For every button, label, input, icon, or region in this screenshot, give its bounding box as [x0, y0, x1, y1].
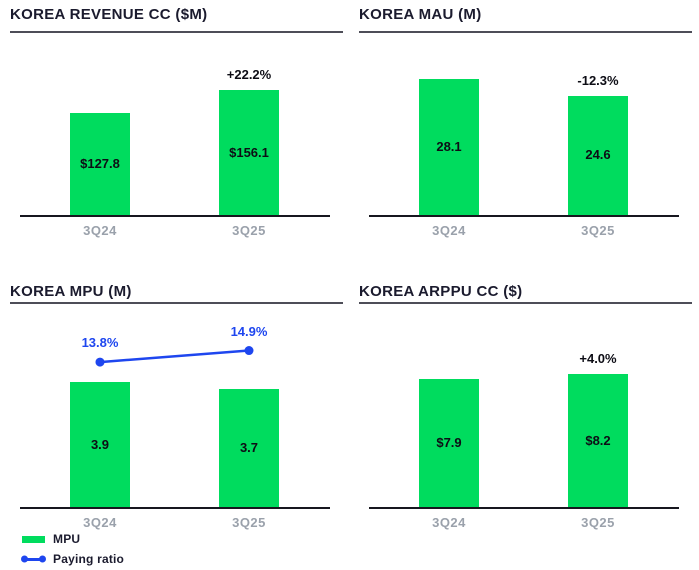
chart-title: KOREA MAU (M): [359, 6, 482, 23]
x-tick-label: 3Q25: [581, 223, 615, 238]
legend-item-mpu: MPU: [22, 532, 124, 546]
bar-value-label: $156.1: [229, 144, 269, 160]
chart-title: KOREA ARPPU CC ($): [359, 283, 523, 300]
paying-ratio-value-label: 13.8%: [81, 335, 119, 351]
legend: MPU Paying ratio: [22, 532, 124, 570]
paying-ratio-value-label: 14.9%: [230, 323, 268, 339]
mpu-bar-swatch-icon: [22, 535, 45, 543]
x-tick-label: 3Q24: [83, 223, 117, 238]
x-axis-line: [369, 215, 679, 217]
change-label: +4.0%: [579, 351, 617, 367]
x-tick-label: 3Q25: [232, 515, 266, 530]
change-label: +22.2%: [226, 67, 272, 83]
x-axis-line: [369, 507, 679, 509]
x-tick-label: 3Q24: [432, 515, 466, 530]
x-tick-label: 3Q24: [83, 515, 117, 530]
bar-3q24: [419, 379, 479, 507]
bar-3q25: [219, 388, 279, 507]
legend-label-mpu: MPU: [53, 532, 81, 546]
chart-panel-korea-arppu: KOREA ARPPU CC ($) $7.9 3Q24 $8.2 3Q25 +4.0%: [349, 270, 699, 570]
bar-3q25: [568, 374, 628, 507]
paying-ratio-line-swatch-icon: [23, 557, 44, 561]
chart-plot-area: 28.1 3Q24 24.6 3Q25 -12.3%: [349, 0, 699, 270]
chart-panel-korea-revenue: KOREA REVENUE CC ($M) $127.8 3Q24 $156.1 3Q…: [0, 0, 349, 270]
bar-3q25: [568, 95, 628, 215]
line-point-marker: [244, 346, 254, 356]
bar-3q24: [70, 112, 130, 215]
chart-plot-area: $7.9 3Q24 $8.2 3Q25 +4.0%: [349, 270, 699, 570]
legend-item-paying-ratio: Paying ratio: [22, 552, 124, 566]
bar-value-label: $127.8: [80, 155, 120, 171]
x-tick-label: 3Q25: [232, 223, 266, 238]
chart-panel-korea-mau: KOREA MAU (M) 28.1 3Q24 24.6 3Q25 -12.3%: [349, 0, 699, 270]
title-underline: [10, 31, 343, 33]
bar-3q24: [70, 382, 130, 507]
bar-value-label: 24.6: [585, 147, 611, 163]
chart-title: KOREA REVENUE CC ($M): [10, 6, 208, 23]
title-underline: [359, 302, 692, 304]
chart-plot-area: 3.9 3Q24 3.7 3Q25 13.8% 14.9%: [0, 270, 349, 570]
chart-plot-area: $127.8 3Q24 $156.1 3Q25 +22.2%: [0, 0, 349, 270]
paying-ratio-line: [95, 346, 254, 367]
bar-value-label: 28.1: [436, 138, 462, 154]
x-axis-line: [20, 215, 330, 217]
chart-panel-korea-mpu: KOREA MPU (M) 3.9 3Q24 3.7 3Q25 13.8% 14.9% M…: [0, 270, 349, 570]
bar-value-label: 3.7: [239, 439, 259, 455]
chart-title: KOREA MPU (M): [10, 283, 132, 300]
legend-label-paying-ratio: Paying ratio: [53, 552, 125, 566]
bar-value-label: $8.2: [585, 432, 611, 448]
x-tick-label: 3Q24: [432, 223, 466, 238]
x-axis-line: [20, 507, 330, 509]
title-underline: [10, 302, 343, 304]
bar-value-label: $7.9: [436, 435, 462, 451]
bar-3q24: [419, 78, 479, 215]
x-tick-label: 3Q25: [581, 515, 615, 530]
line-point-marker: [95, 357, 105, 367]
change-label: -12.3%: [577, 72, 619, 88]
title-underline: [359, 31, 692, 33]
bar-3q25: [219, 90, 279, 215]
bar-value-label: 3.9: [90, 436, 110, 452]
